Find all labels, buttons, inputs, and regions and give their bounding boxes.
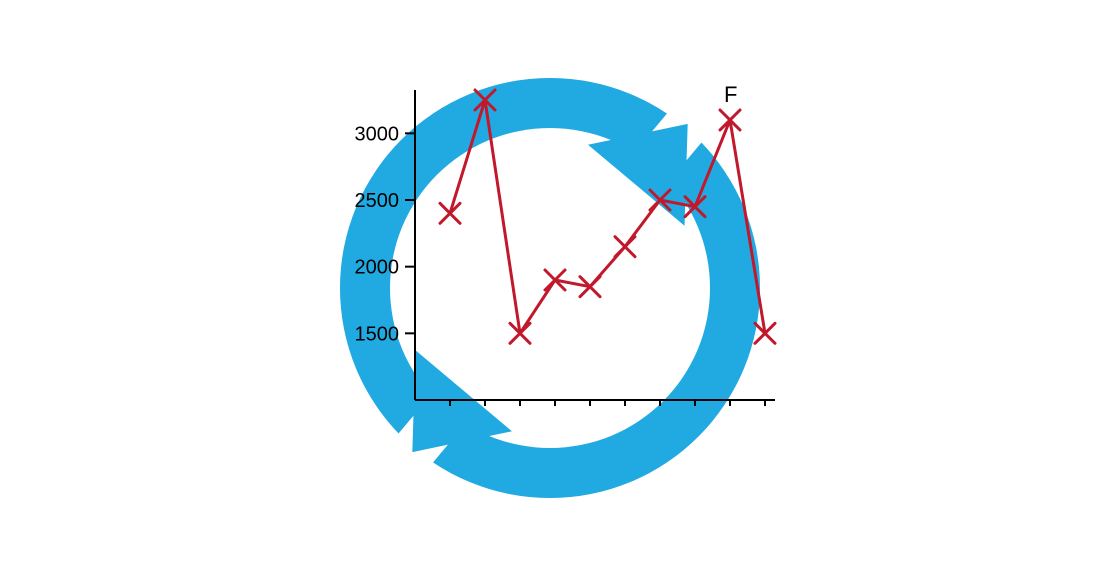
y-tick-label: 2000 [355,257,400,279]
series-label-F: F [724,82,737,107]
y-tick-label: 1500 [355,323,400,345]
y-tick-label: 3000 [355,123,400,145]
stage: 1500 2000 2500 3000 F [0,0,1100,577]
figure-svg: 1500 2000 2500 3000 F [0,0,1100,577]
y-tick-label: 2500 [355,190,400,212]
